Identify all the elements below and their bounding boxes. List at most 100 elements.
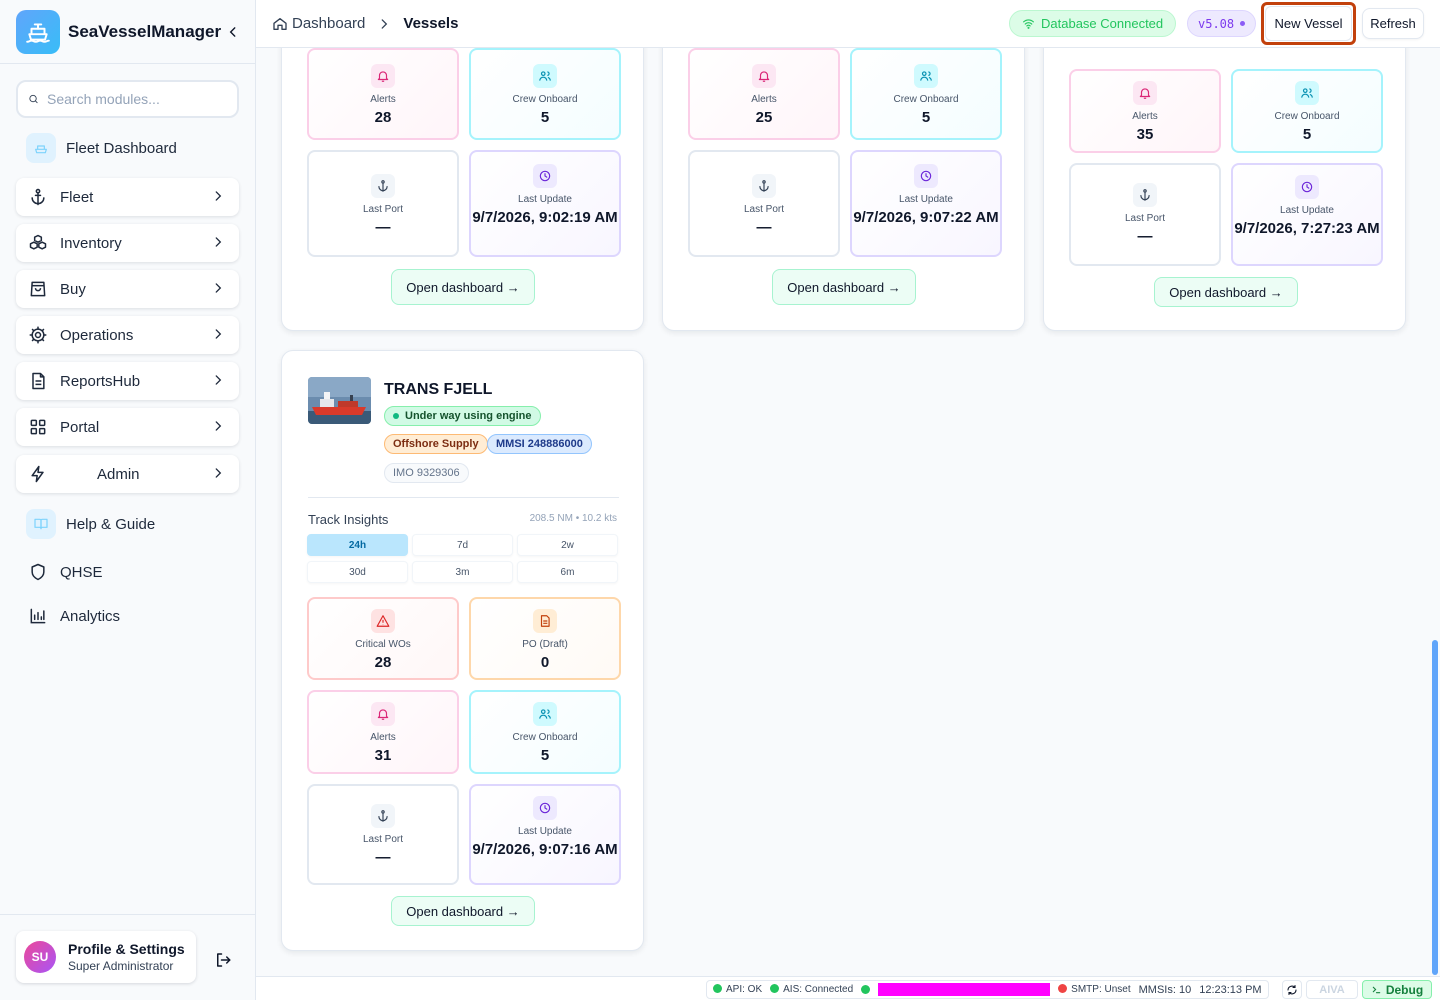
sidebar-item-qhse[interactable]: QHSE [16, 553, 239, 591]
range-30d[interactable]: 30d [307, 561, 408, 583]
last-update-stat: Last Update 9/7/2026, 9:07:16 AM [469, 784, 621, 885]
critical-wos-stat: Critical WOs 28 [307, 597, 459, 680]
sidebar: SeaVesselManager Fleet Dashboard Fleet I… [0, 0, 256, 1000]
range-6m[interactable]: 6m [517, 561, 618, 583]
range-3m[interactable]: 3m [412, 561, 513, 583]
debug-button[interactable]: Debug [1362, 980, 1432, 999]
vessel-status-badge: Under way using engine [384, 406, 541, 426]
profile-name: Profile & Settings [68, 941, 185, 957]
users-icon [1295, 81, 1319, 105]
vessel-card: Alerts 35 Crew Onboard 5 Last Port — Las… [1043, 11, 1406, 331]
imo-badge: IMO 9329306 [384, 463, 469, 483]
anchor-icon [371, 804, 395, 828]
shield-icon [26, 560, 50, 584]
breadcrumb-dashboard[interactable]: Dashboard [292, 15, 366, 32]
sidebar-item-inventory[interactable]: Inventory [16, 224, 239, 262]
aiva-button[interactable]: AIVA [1306, 980, 1358, 999]
crew-stat: Crew Onboard 5 [469, 48, 621, 140]
sidebar-item-help-guide[interactable]: Help & Guide [16, 505, 239, 543]
profile-section: SU Profile & Settings Super Administrato… [0, 914, 256, 1000]
sidebar-item-label: Inventory [60, 234, 122, 252]
sidebar-item-label: Fleet Dashboard [66, 139, 177, 157]
profile-role: Super Administrator [68, 959, 174, 973]
open-dashboard-button[interactable]: Open dashboard → [391, 896, 535, 926]
alerts-stat: Alerts 25 [688, 48, 840, 140]
highlight-ring [1261, 2, 1356, 45]
chevron-right-icon [215, 329, 222, 339]
sidebar-item-admin[interactable]: Admin [16, 455, 239, 493]
status-bar: API: OK AIS: Connected SMTP: Unset MMSIs… [256, 976, 1440, 1000]
system-status-group: API: OK AIS: Connected SMTP: Unset MMSIs… [706, 980, 1269, 999]
anchor-icon [371, 174, 395, 198]
sidebar-item-label: Analytics [60, 607, 121, 625]
open-dashboard-button[interactable]: Open dashboard → [391, 269, 535, 305]
sidebar-item-label: Fleet [60, 188, 94, 206]
database-status-badge: Database Connected [1009, 10, 1177, 37]
sidebar-item-label: Portal [60, 418, 100, 436]
vessel-card: Alerts 25 Crew Onboard 5 Last Port — Las… [662, 20, 1025, 331]
sidebar-item-fleet-dashboard[interactable]: Fleet Dashboard [16, 129, 239, 167]
last-port-stat: Last Port — [1069, 163, 1221, 266]
last-port-stat: Last Port — [307, 784, 459, 885]
sidebar-item-analytics[interactable]: Analytics [16, 597, 239, 635]
sidebar-item-buy[interactable]: Buy [16, 270, 239, 308]
sidebar-item-label: Help & Guide [66, 515, 156, 533]
refresh-button[interactable]: Refresh [1362, 8, 1424, 39]
vessel-card-trans-fjell: TRANS FJELL Under way using engine Offsh… [281, 350, 644, 951]
grid-icon [26, 415, 50, 439]
app-name: SeaVesselManager [68, 21, 222, 41]
last-update-stat: Last Update 9/7/2026, 9:07:22 AM [850, 150, 1002, 257]
status-dot [861, 985, 871, 994]
scrollbar-thumb[interactable] [1432, 640, 1438, 975]
open-dashboard-button[interactable]: Open dashboard → [1154, 277, 1298, 307]
sidebar-item-fleet[interactable]: Fleet [16, 178, 239, 216]
new-vessel-button[interactable]: New Vessel [1265, 6, 1352, 41]
mmsi-badge: MMSI 248886000 [487, 434, 592, 454]
top-bar: Dashboard Vessels Database Connected v5.… [256, 0, 1440, 48]
alerts-stat: Alerts 35 [1069, 69, 1221, 153]
bell-icon [371, 64, 395, 88]
mmsi-count: MMSIs: 10 [1138, 983, 1192, 996]
anchor-icon [1133, 183, 1157, 207]
range-7d[interactable]: 7d [412, 534, 513, 556]
clock-icon [533, 796, 557, 820]
book-icon [26, 509, 56, 539]
sidebar-item-label: Buy [60, 280, 86, 298]
vessel-photo [308, 377, 371, 424]
track-insights-meta: 208.5 NM • 10.2 kts [529, 513, 617, 524]
chevron-right-icon [381, 18, 388, 29]
wifi-icon [1023, 19, 1034, 29]
module-search [16, 80, 239, 118]
search-input[interactable] [47, 91, 227, 107]
chevron-right-icon [215, 421, 222, 431]
range-24h[interactable]: 24h [307, 534, 408, 556]
collapse-sidebar-button[interactable] [219, 18, 247, 46]
shopping-bag-icon [26, 277, 50, 301]
api-status: API: OK [713, 984, 762, 995]
users-icon [533, 702, 557, 726]
anchor-icon [26, 185, 50, 209]
range-2w[interactable]: 2w [517, 534, 618, 556]
sidebar-item-operations[interactable]: Operations [16, 316, 239, 354]
bar-chart-icon [26, 604, 50, 628]
po-draft-stat: PO (Draft) 0 [469, 597, 621, 680]
bell-icon [752, 64, 776, 88]
track-insights-title: Track Insights [308, 512, 389, 527]
sidebar-item-portal[interactable]: Portal [16, 408, 239, 446]
app-logo [16, 9, 60, 54]
sync-icon [1287, 984, 1297, 995]
gear-icon [26, 323, 50, 347]
terminal-icon [1372, 986, 1381, 994]
profile-settings-button[interactable]: SU Profile & Settings Super Administrato… [16, 931, 196, 983]
bolt-icon [26, 462, 50, 486]
vessel-name: TRANS FJELL [384, 381, 493, 398]
logout-button[interactable] [210, 947, 236, 973]
chevron-right-icon [215, 237, 222, 247]
open-dashboard-button[interactable]: Open dashboard → [772, 269, 916, 305]
divider [308, 497, 619, 498]
redacted-block [878, 983, 1051, 996]
chevron-right-icon [215, 191, 222, 201]
sidebar-item-reportshub[interactable]: ReportsHub [16, 362, 239, 400]
brand-header: SeaVesselManager [0, 0, 255, 64]
sync-button[interactable] [1282, 980, 1302, 999]
